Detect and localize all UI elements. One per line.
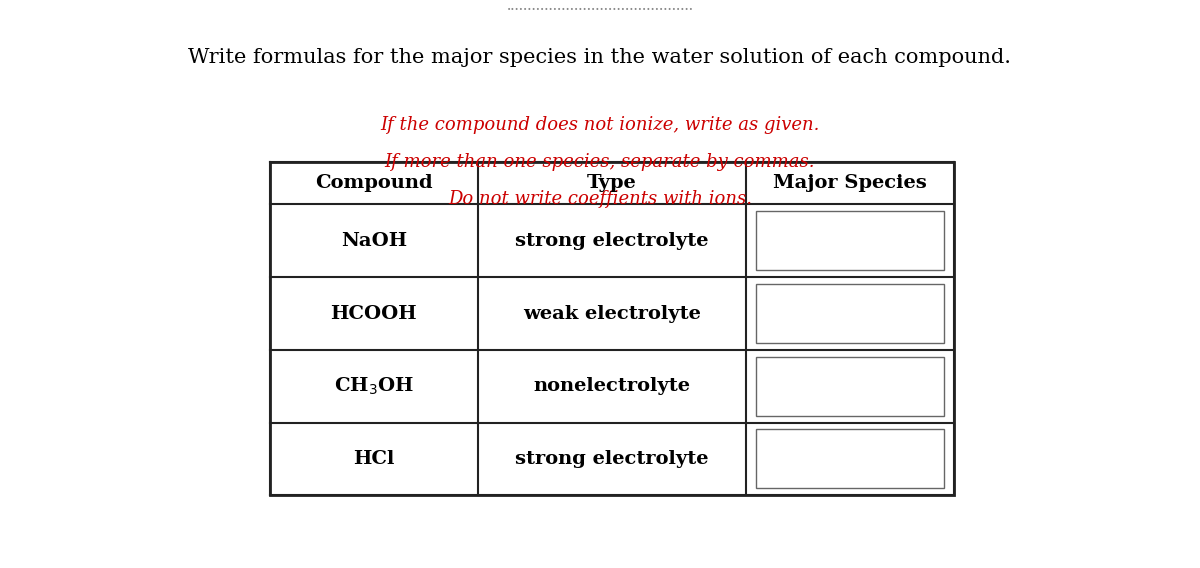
Text: strong electrolyte: strong electrolyte — [515, 232, 709, 250]
Text: NaOH: NaOH — [341, 232, 407, 250]
Bar — [756, 211, 944, 270]
Bar — [270, 162, 954, 495]
Text: ••••••••••••••••••••••••••••••••••••••••••••: ••••••••••••••••••••••••••••••••••••••••… — [506, 7, 694, 13]
Text: If more than one species, separate by commas.: If more than one species, separate by co… — [385, 153, 815, 172]
Text: Do not write coeffients with ions.: Do not write coeffients with ions. — [448, 190, 752, 208]
Text: Type: Type — [587, 174, 637, 192]
Text: nonelectrolyte: nonelectrolyte — [534, 377, 690, 395]
Bar — [756, 357, 944, 416]
Text: Write formulas for the major species in the water solution of each compound.: Write formulas for the major species in … — [188, 48, 1012, 67]
Text: HCOOH: HCOOH — [330, 304, 418, 323]
Text: CH$_3$OH: CH$_3$OH — [334, 375, 414, 397]
Text: Compound: Compound — [314, 174, 433, 192]
Text: weak electrolyte: weak electrolyte — [523, 304, 701, 323]
Bar — [756, 284, 944, 343]
Bar — [756, 429, 944, 488]
Text: strong electrolyte: strong electrolyte — [515, 450, 709, 468]
Text: Major Species: Major Species — [773, 174, 928, 192]
Text: If the compound does not ionize, write as given.: If the compound does not ionize, write a… — [380, 116, 820, 135]
Text: HCl: HCl — [353, 450, 395, 468]
